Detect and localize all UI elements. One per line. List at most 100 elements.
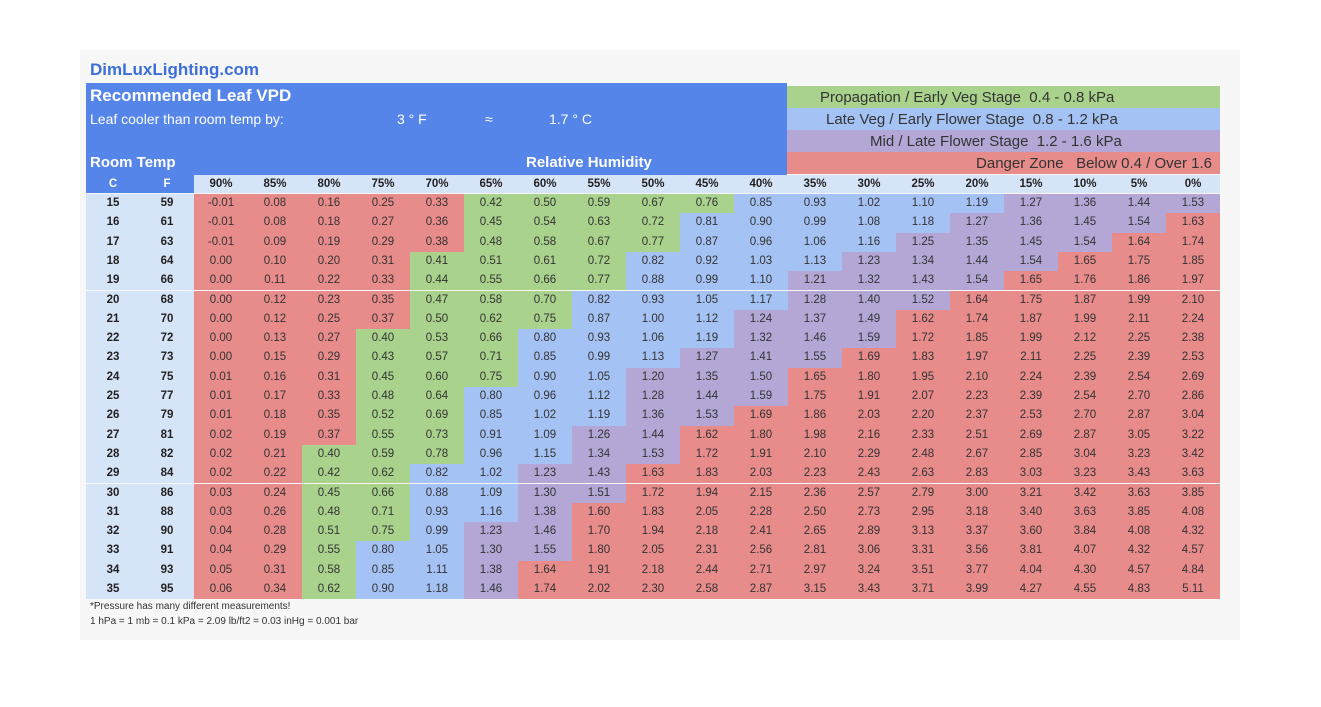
vpd-cell: 0.90 [518,367,572,387]
vpd-cell: 2.20 [896,406,950,426]
vpd-cell: 3.56 [950,541,1004,561]
table-row: 21 70 0.00 0.12 0.25 0.37 0.50 0.62 0.75 0.87 1.00… [86,309,1220,330]
header-humidity: 10% [1073,178,1097,190]
table-row: 31 88 0.03 0.26 0.48 0.71 0.93 1.16 1.38 1.60 1.83… [86,502,1220,523]
vpd-cell: 0.13 [248,329,302,349]
vpd-cell: 0.85 [518,348,572,368]
vpd-cell: 1.63 [626,464,680,484]
vpd-cell: 2.07 [896,387,950,407]
vpd-cell: 0.37 [356,309,410,330]
vpd-cell: 2.36 [788,483,842,503]
vpd-cell: 0.51 [302,522,356,542]
vpd-cell: 1.38 [464,560,518,580]
vpd-cell: 0.26 [248,502,302,523]
vpd-cell: 0.87 [572,309,626,330]
vpd-cell: 0.40 [356,329,410,349]
vpd-cell: 1.44 [626,425,680,445]
temp-celsius-cell: 30 [86,483,140,503]
temp-celsius-cell: 17 [86,232,140,252]
vpd-cell: 1.86 [1112,271,1166,291]
vpd-cell: 3.77 [950,560,1004,580]
vpd-cell: 0.99 [680,271,734,291]
vpd-cell: 1.15 [518,444,572,465]
vpd-cell: 4.08 [1112,522,1166,542]
vpd-cell: 1.16 [842,232,896,252]
legend-propagation: Propagation / Early Veg Stage 0.4 - 0.8 … [787,86,1220,108]
vpd-cell: 0.01 [194,367,248,387]
vpd-cell: 0.45 [356,367,410,387]
vpd-cell: 0.58 [518,232,572,252]
vpd-cell: 1.63 [1166,213,1220,233]
vpd-cell: 1.83 [896,348,950,368]
vpd-cell: 0.80 [356,541,410,561]
vpd-cell: 2.02 [572,580,626,600]
vpd-cell: 4.07 [1058,541,1112,561]
vpd-cell: 1.16 [464,502,518,523]
vpd-cell: 1.99 [1112,290,1166,310]
vpd-cell: 0.04 [194,522,248,542]
vpd-cell: 3.43 [842,580,896,600]
vpd-cell: 1.98 [788,425,842,445]
table-row: 29 84 0.02 0.22 0.42 0.62 0.82 1.02 1.23 1.43 1.63… [86,464,1220,484]
vpd-cell: 1.50 [734,367,788,387]
vpd-cell: 0.37 [302,425,356,445]
vpd-cell: 0.40 [302,444,356,465]
table-row: 32 90 0.04 0.28 0.51 0.75 0.99 1.23 1.46 1.70 1.94… [86,522,1220,542]
vpd-cell: 0.06 [194,580,248,600]
vpd-cell: 0.33 [302,387,356,407]
vpd-cell: 1.06 [626,329,680,349]
vpd-cell: 0.80 [518,329,572,349]
vpd-cell: 0.05 [194,560,248,580]
vpd-cell: 4.55 [1058,580,1112,600]
temp-fahrenheit-cell: 91 [140,541,194,561]
vpd-cell: 0.55 [302,541,356,561]
vpd-cell: 4.32 [1112,541,1166,561]
vpd-cell: 0.66 [518,271,572,291]
header-humidity: 15% [1019,178,1043,190]
vpd-cell: 0.36 [410,213,464,233]
vpd-cell: 3.40 [1004,502,1058,523]
column-header-row: C F 90% 85% 80% 75% 70% 65% 60% 55% 50% 45% 40% 35% 30… [86,175,1220,193]
vpd-cell: 1.28 [626,387,680,407]
vpd-cell: 0.44 [410,271,464,291]
vpd-cell: 2.79 [896,483,950,503]
vpd-cell: 1.85 [1166,251,1220,272]
vpd-cell: 0.66 [464,329,518,349]
vpd-cell: 3.63 [1112,483,1166,503]
vpd-cell: 1.05 [572,367,626,387]
vpd-cell: 1.21 [788,271,842,291]
vpd-cell: 2.63 [896,464,950,484]
vpd-cell: 1.87 [1058,290,1112,310]
vpd-cell: 0.12 [248,309,302,330]
subtitle-label: Leaf cooler than room temp by: [90,111,284,127]
vpd-cell: 2.51 [950,425,1004,445]
vpd-cell: 4.84 [1166,560,1220,580]
vpd-cell: 1.36 [1004,213,1058,233]
table-row: 17 63 -0.01 0.09 0.19 0.29 0.38 0.48 0.58 0.67 0.7… [86,232,1220,252]
vpd-cell: 1.38 [518,502,572,523]
vpd-cell: 2.23 [950,387,1004,407]
vpd-cell: 0.01 [194,387,248,407]
vpd-cell: 0.64 [410,387,464,407]
vpd-cell: 0.41 [410,251,464,272]
vpd-cell: 2.87 [734,580,788,600]
vpd-cell: 1.13 [788,251,842,272]
vpd-cell: 0.90 [356,580,410,600]
vpd-cell: 1.65 [1004,271,1058,291]
table-row: 30 86 0.03 0.24 0.45 0.66 0.88 1.09 1.30 1.51 1.72… [86,483,1220,503]
vpd-cell: 1.43 [896,271,950,291]
vpd-cell: 0.71 [356,502,410,523]
vpd-cell: 2.03 [734,464,788,484]
vpd-cell: 2.83 [950,464,1004,484]
vpd-cell: 3.31 [896,541,950,561]
table-row: 26 79 0.01 0.18 0.35 0.52 0.69 0.85 1.02 1.19 1.36… [86,406,1220,426]
vpd-cell: 1.23 [518,464,572,484]
vpd-cell: 1.36 [626,406,680,426]
header-humidity: 90% [209,178,233,190]
vpd-cell: 1.30 [464,541,518,561]
vpd-cell: 0.01 [194,406,248,426]
vpd-cell: 0.33 [410,194,464,214]
table-row: 27 81 0.02 0.19 0.37 0.55 0.73 0.91 1.09 1.26 1.44… [86,425,1220,445]
vpd-cell: 1.13 [626,348,680,368]
vpd-cell: 0.18 [302,213,356,233]
